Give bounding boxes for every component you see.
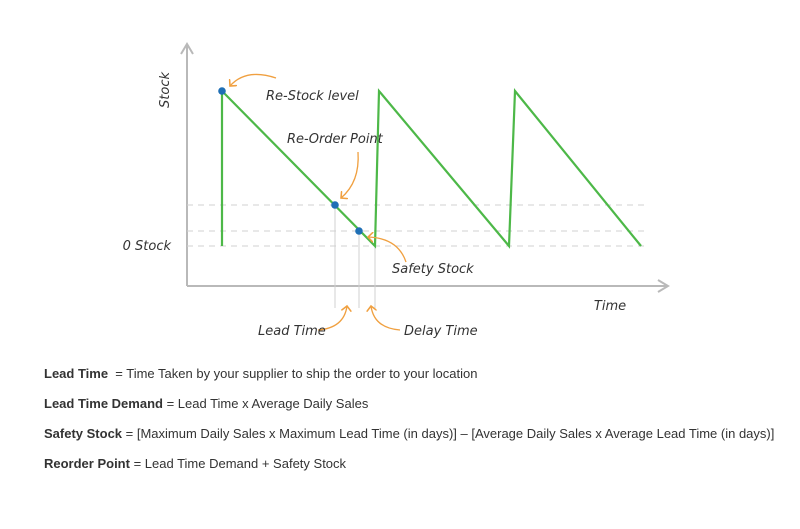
lead-time-arrow xyxy=(317,306,347,331)
reorder-arrow xyxy=(341,151,359,198)
definition-safety-stock: Safety Stock = [Maximum Daily Sales x Ma… xyxy=(44,426,784,441)
definition-term: Lead Time Demand xyxy=(44,396,163,411)
x-axis-label: Time xyxy=(594,299,626,314)
definitions-list: Lead Time = Time Taken by your supplier … xyxy=(44,366,784,486)
definition-text: = Lead Time x Average Daily Sales xyxy=(162,396,369,411)
inventory-diagram: Stock Time 0 Stock Re-Stock level Re-Ord… xyxy=(123,42,670,339)
zero-stock-label: 0 Stock xyxy=(123,239,172,254)
safety-stock-label: Safety Stock xyxy=(392,262,474,277)
reorder-point-marker xyxy=(331,201,339,209)
definition-lead-time-demand: Lead Time Demand = Lead Time x Average D… xyxy=(44,396,784,411)
definition-term: Lead Time xyxy=(44,366,109,381)
reorder-point-label: Re-Order Point xyxy=(287,132,384,147)
delay-time-arrow xyxy=(371,306,401,331)
definition-reorder-point: Reorder Point = Lead Time Demand + Safet… xyxy=(44,456,784,471)
stock-level-line xyxy=(220,88,642,249)
delay-time-label: Delay Time xyxy=(404,324,478,339)
restock-level-label: Re-Stock level xyxy=(266,89,359,104)
safety-stock-marker xyxy=(355,227,363,235)
y-axis-arrow xyxy=(180,42,194,55)
definition-term: Safety Stock xyxy=(44,426,123,441)
lead-time-label: Lead Time xyxy=(258,324,326,339)
definition-text: = [Maximum Daily Sales x Maximum Lead Ti… xyxy=(122,426,775,441)
restock-arrow xyxy=(230,73,277,86)
definition-text: = Time Taken by your supplier to ship th… xyxy=(108,366,478,381)
definition-term: Reorder Point xyxy=(44,456,130,471)
x-axis-arrow xyxy=(657,279,670,293)
restock-level-marker xyxy=(218,87,226,95)
y-axis-label: Stock xyxy=(158,72,173,108)
definition-lead-time: Lead Time = Time Taken by your supplier … xyxy=(44,366,784,381)
safety-arrow xyxy=(368,237,407,263)
definition-text: = Lead Time Demand + Safety Stock xyxy=(129,456,347,471)
